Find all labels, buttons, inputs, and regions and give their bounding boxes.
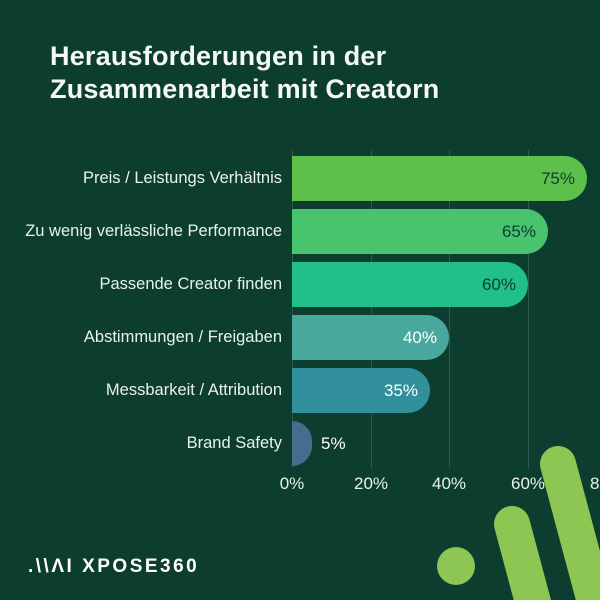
- x-tick-label: 80%: [589, 474, 600, 493]
- bar: 65%: [292, 209, 548, 254]
- bar: 40%: [292, 315, 449, 360]
- value-label: 35%: [383, 381, 418, 400]
- gridline: [371, 150, 372, 468]
- gridline: [449, 150, 450, 468]
- gridline: [292, 150, 293, 468]
- bar-row: Messbarkeit / Attribution 35%: [0, 368, 600, 413]
- bar-row: Zu wenig verlässliche Performance 65%: [0, 209, 600, 254]
- bar: 5%: [292, 421, 346, 466]
- bar-row: Preis / Leistungs Verhältnis 75%: [0, 156, 600, 201]
- bar: 35%: [292, 368, 430, 413]
- title-line-1: Herausforderungen in der: [50, 41, 387, 71]
- x-tick-label: 0%: [279, 474, 305, 493]
- category-label: Preis / Leistungs Verhältnis: [82, 169, 282, 187]
- decor-dot: [437, 547, 475, 585]
- value-label: 5%: [321, 434, 346, 453]
- value-label: 65%: [501, 222, 536, 241]
- x-tick-label: 20%: [353, 474, 389, 493]
- value-label: 60%: [481, 275, 516, 294]
- category-label: Abstimmungen / Freigaben: [83, 328, 282, 346]
- category-label: Brand Safety: [186, 434, 282, 452]
- bar-row: Abstimmungen / Freigaben 40%: [0, 315, 600, 360]
- bar-chart: 0% 20% 40% 60% 80% Preis / Leistungs Verhält…: [0, 150, 600, 510]
- category-label: Zu wenig verlässliche Performance: [25, 222, 282, 240]
- decor-pill-small: [494, 506, 560, 600]
- brand-logo: .\\ΛI XPOSE360: [28, 556, 200, 577]
- gridline: [528, 150, 529, 468]
- category-label: Passende Creator finden: [99, 275, 282, 293]
- bar-row: Passende Creator finden 60%: [0, 262, 600, 307]
- page-title: Herausforderungen in der Zusammenarbeit …: [50, 40, 570, 106]
- value-label: 40%: [402, 328, 437, 347]
- category-label: Messbarkeit / Attribution: [105, 381, 282, 399]
- x-tick-label: 60%: [510, 474, 546, 493]
- title-line-2: Zusammenarbeit mit Creatorn: [50, 74, 440, 104]
- x-tick-label: 40%: [431, 474, 467, 493]
- bar-row: Brand Safety 5%: [0, 421, 600, 466]
- bar: 60%: [292, 262, 528, 307]
- bar: 75%: [292, 156, 587, 201]
- value-label: 75%: [540, 169, 575, 188]
